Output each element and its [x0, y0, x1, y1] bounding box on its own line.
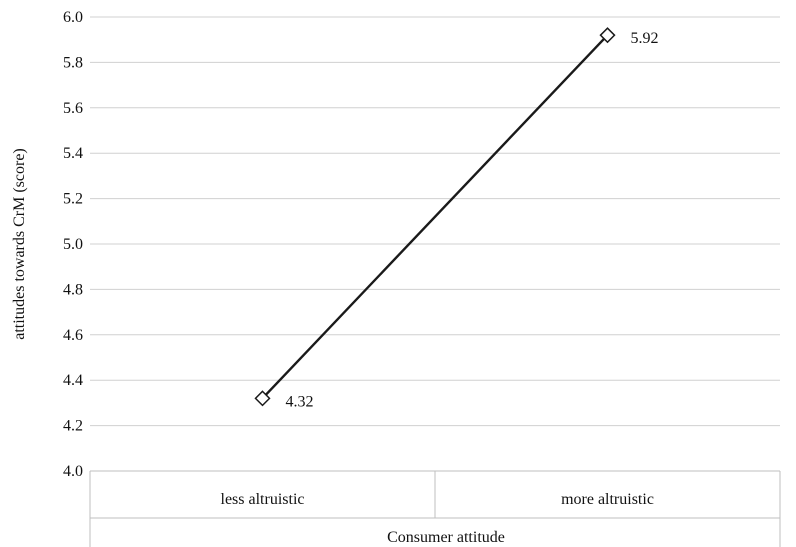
y-tick-label: 4.0 [63, 463, 83, 480]
data-labels: 4.32 5.92 [286, 30, 659, 410]
y-tick-label: 6.0 [63, 9, 83, 26]
y-tick-label: 5.6 [63, 100, 83, 117]
data-point-marker [599, 27, 616, 44]
y-tick-label: 4.6 [63, 327, 83, 344]
data-label: 4.32 [286, 393, 314, 410]
y-tick-label: 5.8 [63, 54, 83, 71]
y-tick-label: 5.0 [63, 236, 83, 253]
y-tick-label: 4.2 [63, 418, 83, 435]
y-tick-label: 4.8 [63, 281, 83, 298]
x-category-label: less altruistic [221, 491, 305, 508]
gridlines [90, 16, 780, 427]
data-point-marker [254, 390, 271, 407]
x-axis-title: Consumer attitude [387, 529, 505, 546]
axes [89, 470, 781, 547]
y-tick-label: 4.4 [63, 372, 83, 389]
y-tick-label: 5.2 [63, 191, 83, 208]
y-tick-label: 5.4 [63, 145, 83, 162]
y-axis-title: attitudes towards CrM (score) [11, 148, 28, 340]
x-category-labels: less altruistic more altruistic [221, 491, 654, 508]
y-tick-labels: 4.0 4.2 4.4 4.6 4.8 5.0 5.2 5.4 5.6 5.8 6.0 [63, 9, 83, 480]
x-category-label: more altruistic [561, 491, 654, 508]
series-line [261, 34, 609, 400]
series [254, 27, 616, 407]
data-label: 5.92 [631, 30, 659, 47]
